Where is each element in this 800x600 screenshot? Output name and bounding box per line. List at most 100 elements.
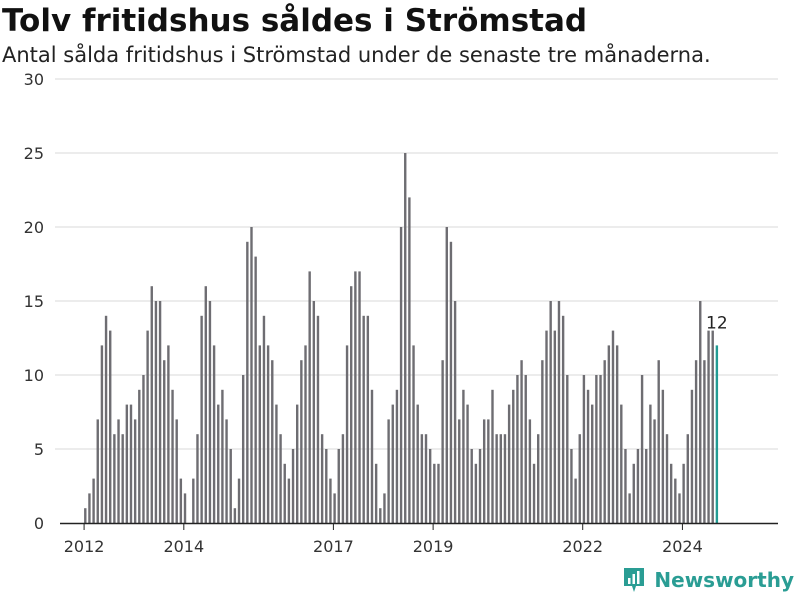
bar [300,360,303,523]
bar [241,375,245,523]
bar [312,301,316,523]
bar [316,315,320,523]
bar [104,315,108,523]
bar [607,345,611,523]
bar [383,493,386,523]
bar [163,360,166,523]
bar [246,241,249,524]
bar-highlight [715,345,719,523]
bar [204,286,207,523]
bar [682,463,685,523]
bar [179,478,183,523]
bar [557,301,561,523]
bar [636,449,640,523]
bar [591,404,594,523]
bar [566,375,569,523]
bar [570,449,573,523]
brand-logo: Newsworthy [622,566,794,594]
bar [84,508,87,523]
bar [125,404,129,523]
bar [308,271,311,523]
x-axis-tick-labels: 2012 2014 2017 2019 2022 2024 [64,523,703,556]
bar [620,404,623,523]
bar [379,508,382,523]
bar [640,375,644,523]
bar [707,330,710,523]
bar [258,345,262,523]
bar [578,434,581,523]
bar [582,375,586,523]
bar [250,227,253,523]
bar [283,463,286,523]
bar [711,330,714,523]
bar [370,389,374,523]
y-tick-label: 20 [24,218,44,237]
bar [262,315,266,523]
bar [212,345,216,523]
bar [499,434,503,523]
bar [96,419,99,523]
bar [516,375,519,523]
bar [171,389,174,523]
bar [229,449,232,523]
bar [325,449,328,523]
bar [408,197,411,523]
bar [532,463,536,523]
bar [686,434,689,523]
bar [491,389,494,523]
bar [512,389,515,523]
bar [420,434,424,523]
bar [150,286,153,523]
bar [167,345,170,523]
y-tick-label: 5 [34,440,44,459]
bar [291,449,295,523]
y-axis-tick-labels: 0 5 10 15 20 25 30 [24,70,44,533]
chart-title: Tolv fritidshus såldes i Strömstad [2,3,588,39]
bar [350,286,353,523]
bar [117,419,120,523]
bar [553,330,557,523]
bar [387,419,390,523]
bar [487,419,490,523]
bar [146,330,149,523]
bar [611,330,615,523]
bar [175,419,178,523]
bar [192,478,195,523]
bar [271,360,274,523]
bar [507,404,511,523]
bar [541,360,544,523]
bar [595,375,598,523]
bar [599,375,602,523]
y-tick-label: 30 [24,70,44,89]
bar [545,330,548,523]
bar [354,271,357,523]
x-tick-label: 2014 [163,537,204,556]
bar [495,434,498,523]
bar [482,419,486,523]
bar [661,389,665,523]
bar [628,493,631,523]
bar [478,449,482,523]
bar [703,360,706,523]
bar [674,478,677,523]
bar [358,271,361,523]
bar [391,404,394,523]
bar [586,389,590,523]
bar [404,153,407,523]
bar [129,404,133,523]
bar [275,404,278,523]
bar [333,493,336,523]
y-tick-label: 10 [24,366,44,385]
bar [113,434,116,523]
bar [649,404,652,523]
bar [412,345,415,523]
bar [154,301,158,523]
bar [524,375,527,523]
bar [217,404,220,523]
bar [362,315,365,523]
bar [183,493,187,523]
bar [337,449,340,523]
bar [603,360,606,523]
x-tick-label: 2019 [413,537,454,556]
bar [445,227,448,523]
